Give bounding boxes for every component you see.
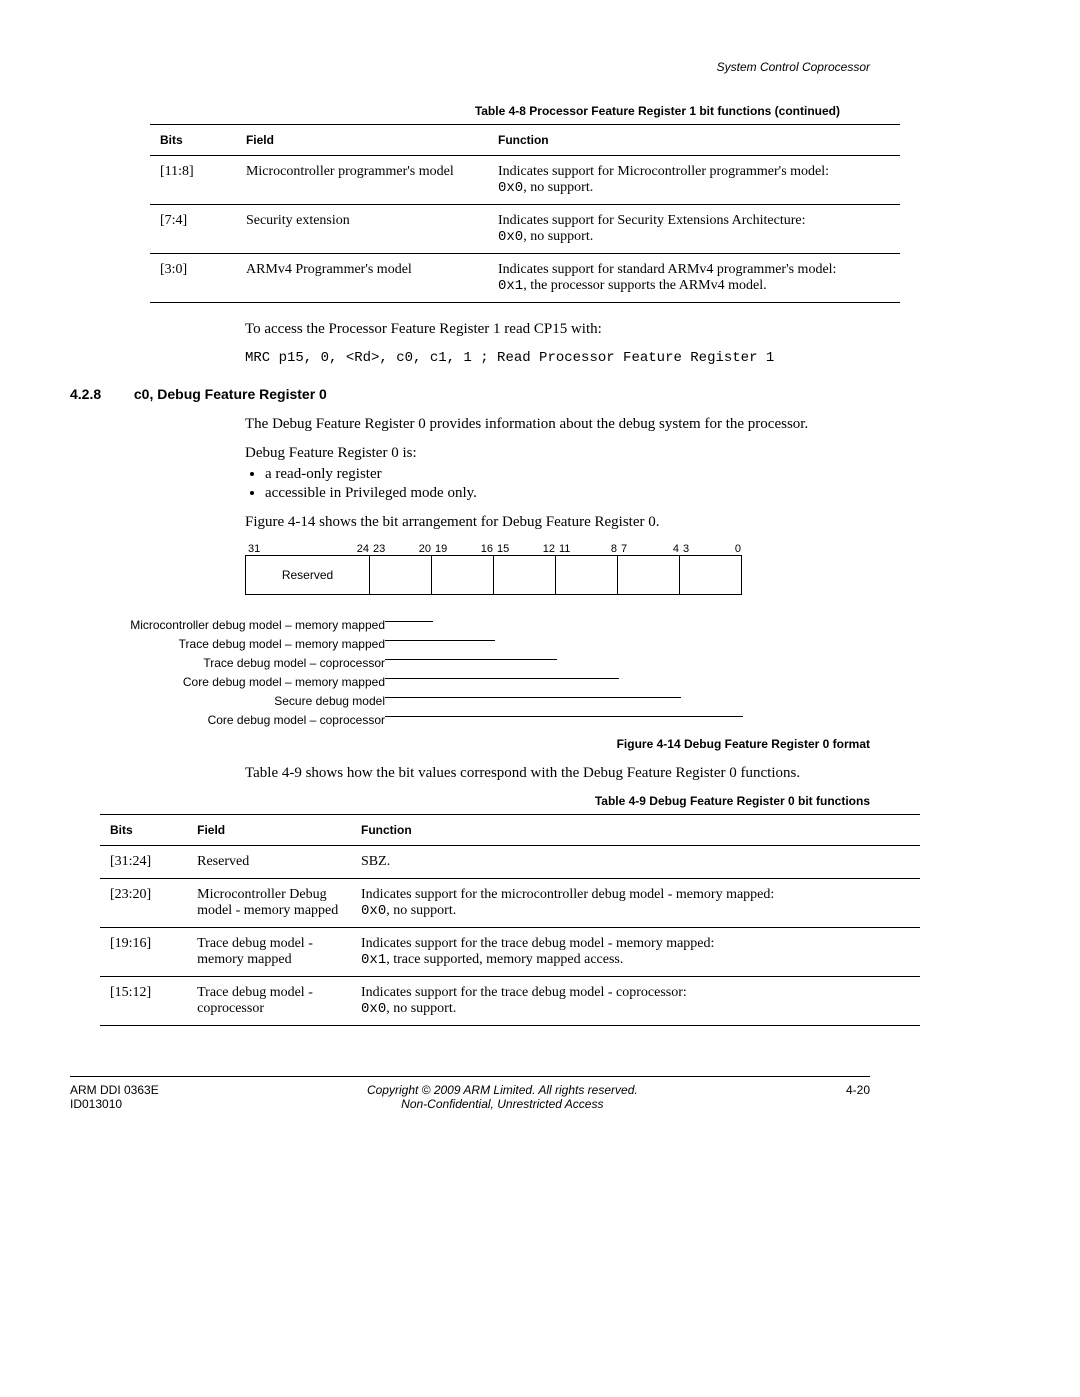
para1: To access the Processor Feature Register… xyxy=(245,321,870,338)
table-cell: [23:20] xyxy=(100,879,187,928)
section-title: c0, Debug Feature Register 0 xyxy=(134,386,327,402)
table2-col1: Field xyxy=(187,815,351,846)
bit-annotation: Core debug model – memory mapped xyxy=(100,672,870,691)
bit-cell xyxy=(680,555,742,595)
table-cell: Indicates support for Microcontroller pr… xyxy=(488,156,900,205)
bit-cell xyxy=(618,555,680,595)
footer-center2: Non-Confidential, Unrestricted Access xyxy=(367,1097,638,1111)
table-cell: SBZ. xyxy=(351,846,920,879)
bit-annotation: Core debug model – coprocessor xyxy=(100,710,870,729)
figure-caption: Figure 4-14 Debug Feature Register 0 for… xyxy=(70,737,870,751)
table-cell: Indicates support for the trace debug mo… xyxy=(351,977,920,1026)
table-cell: Trace debug model - coprocessor xyxy=(187,977,351,1026)
list-item: accessible in Privileged mode only. xyxy=(265,485,870,502)
footer-center1: Copyright © 2009 ARM Limited. All rights… xyxy=(367,1083,638,1097)
para3: Debug Feature Register 0 is: xyxy=(245,445,870,462)
code1: MRC p15, 0, <Rd>, c0, c1, 1 ; Read Proce… xyxy=(245,350,870,366)
table-cell: Trace debug model - memory mapped xyxy=(187,928,351,977)
table2: Bits Field Function [31:24]ReservedSBZ. [… xyxy=(100,814,920,1026)
bit-diagram: 31242320191615121187430 Reserved xyxy=(245,543,870,595)
table-cell: ARMv4 Programmer's model xyxy=(236,254,488,303)
section-heading: 4.2.8 c0, Debug Feature Register 0 xyxy=(70,386,870,402)
para4: Figure 4-14 shows the bit arrangement fo… xyxy=(245,514,870,531)
para5: Table 4-9 shows how the bit values corre… xyxy=(245,765,870,782)
table-cell: [11:8] xyxy=(150,156,236,205)
bit-label: 3124 xyxy=(246,543,371,555)
table-cell: [19:16] xyxy=(100,928,187,977)
table1-caption: Table 4-8 Processor Feature Register 1 b… xyxy=(70,104,840,118)
table-cell: Indicates support for standard ARMv4 pro… xyxy=(488,254,900,303)
table1-col1: Field xyxy=(236,125,488,156)
table-cell: Indicates support for Security Extension… xyxy=(488,205,900,254)
bit-label: 30 xyxy=(681,543,743,555)
table-cell: Indicates support for the trace debug mo… xyxy=(351,928,920,977)
bit-label: 2320 xyxy=(371,543,433,555)
bit-annotation: Trace debug model – memory mapped xyxy=(100,634,870,653)
list-item: a read-only register xyxy=(265,466,870,483)
table2-col2: Function xyxy=(351,815,920,846)
table2-caption: Table 4-9 Debug Feature Register 0 bit f… xyxy=(70,794,870,808)
bit-annotation: Trace debug model – coprocessor xyxy=(100,653,870,672)
table-cell: [31:24] xyxy=(100,846,187,879)
bit-cell xyxy=(556,555,618,595)
bit-cell xyxy=(370,555,432,595)
bit-cell xyxy=(432,555,494,595)
bit-cell xyxy=(494,555,556,595)
table2-col0: Bits xyxy=(100,815,187,846)
table-cell: [7:4] xyxy=(150,205,236,254)
bit-annotation: Secure debug model xyxy=(100,691,870,710)
page-header-right: System Control Coprocessor xyxy=(70,60,870,74)
table-cell: Microcontroller Debug model - memory map… xyxy=(187,879,351,928)
page-footer: ARM DDI 0363E ID013010 Copyright © 2009 … xyxy=(70,1076,870,1111)
footer-left1: ARM DDI 0363E xyxy=(70,1083,159,1097)
section-num: 4.2.8 xyxy=(70,386,130,402)
table1-col2: Function xyxy=(488,125,900,156)
bit-label: 1916 xyxy=(433,543,495,555)
table-cell: Reserved xyxy=(187,846,351,879)
table1: Bits Field Function [11:8]Microcontrolle… xyxy=(150,124,900,303)
table-cell: Indicates support for the microcontrolle… xyxy=(351,879,920,928)
bit-annotations: Microcontroller debug model – memory map… xyxy=(100,615,870,729)
list1: a read-only register accessible in Privil… xyxy=(245,466,870,502)
bit-cell: Reserved xyxy=(245,555,370,595)
table-cell: Security extension xyxy=(236,205,488,254)
bit-label: 1512 xyxy=(495,543,557,555)
para2: The Debug Feature Register 0 provides in… xyxy=(245,416,870,433)
footer-right: 4-20 xyxy=(846,1083,870,1111)
bit-annotation: Microcontroller debug model – memory map… xyxy=(100,615,870,634)
table-cell: [3:0] xyxy=(150,254,236,303)
footer-left2: ID013010 xyxy=(70,1097,159,1111)
bit-label: 74 xyxy=(619,543,681,555)
table-cell: [15:12] xyxy=(100,977,187,1026)
table-cell: Microcontroller programmer's model xyxy=(236,156,488,205)
bit-label: 118 xyxy=(557,543,619,555)
table1-col0: Bits xyxy=(150,125,236,156)
